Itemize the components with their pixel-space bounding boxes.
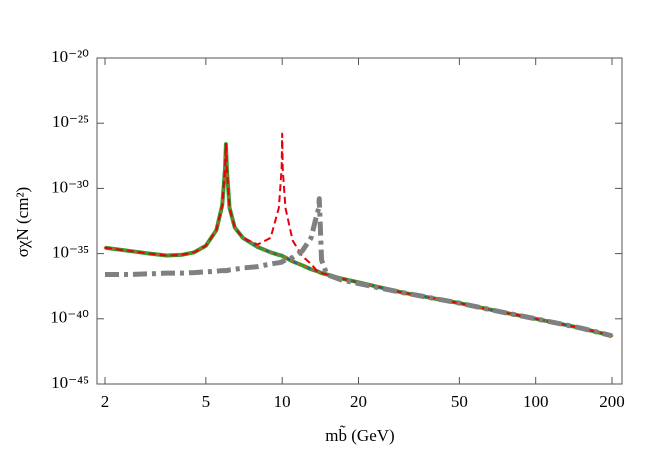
x-tick-label: 2: [101, 392, 110, 411]
y-tick-label: 10⁻³⁰: [51, 177, 89, 196]
x-tick-label: 50: [451, 392, 468, 411]
y-tick-label: 10⁻⁴⁰: [50, 308, 89, 327]
x-tick-label: 20: [350, 392, 367, 411]
x-axis-label: mb̃ (GeV): [325, 426, 394, 445]
series-line: [104, 143, 613, 337]
y-axis-label: σχN (cm²): [13, 187, 32, 257]
plot-frame: [96, 57, 623, 385]
series-line: [104, 142, 613, 338]
y-tick-label: 10⁻²⁰: [51, 47, 89, 66]
y-tick-label: 10⁻³⁵: [52, 243, 89, 262]
series-line: [103, 142, 614, 338]
x-tick-label: 10: [274, 392, 291, 411]
y-tick-label: 10⁻⁴⁵: [51, 373, 89, 392]
x-tick-label: 200: [599, 392, 625, 411]
x-tick-label: 5: [202, 392, 211, 411]
x-tick-label: 100: [523, 392, 549, 411]
series-line: [104, 196, 613, 339]
series-line: [104, 132, 613, 337]
y-tick-label: 10⁻²⁵: [52, 112, 89, 131]
